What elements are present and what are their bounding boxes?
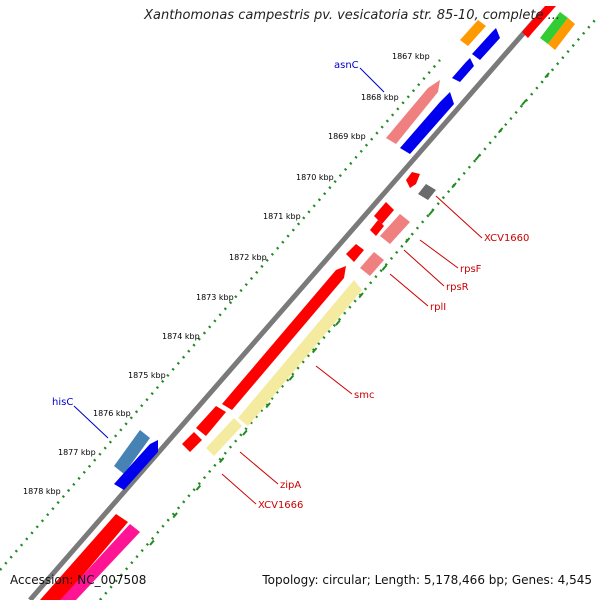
gene-feature[interactable] <box>400 92 454 154</box>
gene-feature[interactable] <box>380 214 410 244</box>
map-title: Xanthomonas campestris pv. vesicatoria s… <box>144 8 560 23</box>
gene-feature[interactable] <box>472 28 500 60</box>
gene-label-smc[interactable]: smc <box>354 390 374 401</box>
gene-label-XCV1666[interactable]: XCV1666 <box>258 500 303 511</box>
kbp-tick-label: 1873 kbp <box>196 293 234 302</box>
rpsR-leader <box>403 249 445 287</box>
gene-feature[interactable] <box>360 252 384 276</box>
gene-feature[interactable] <box>452 58 474 82</box>
gene-feature[interactable] <box>370 220 384 236</box>
XCV1666-leader <box>221 473 257 505</box>
gene-feature[interactable] <box>460 20 486 46</box>
gene-label-XCV1660[interactable]: XCV1660 <box>484 233 529 244</box>
kbp-tick-label: 1867 kbp <box>392 52 430 61</box>
gene-feature[interactable] <box>114 440 158 490</box>
gene-feature[interactable] <box>196 406 226 436</box>
kbp-tick-label: 1878 kbp <box>23 487 61 496</box>
gene-feature[interactable] <box>548 18 575 50</box>
gene-feature[interactable] <box>418 184 436 200</box>
gene-feature[interactable] <box>386 80 440 144</box>
kbp-tick-label: 1868 kbp <box>361 93 399 102</box>
gene-features <box>40 6 575 600</box>
gene-feature[interactable] <box>346 244 364 262</box>
kbp-tick-label: 1869 kbp <box>328 132 366 141</box>
gene-feature[interactable] <box>406 172 420 188</box>
gene-label-rpsF[interactable]: rpsF <box>460 264 482 275</box>
gene-labels: asnC hisC XCV1660 rpsF rpsR rplI smc zip… <box>52 60 529 511</box>
kbp-scale: 1867 kbp 1868 kbp 1869 kbp 1870 kbp 1871… <box>23 52 430 496</box>
gene-feature[interactable] <box>540 12 568 44</box>
hisC-leader <box>73 405 109 439</box>
kbp-tick-label: 1871 kbp <box>263 212 301 221</box>
kbp-tick-label: 1870 kbp <box>296 173 334 182</box>
gene-feature[interactable] <box>182 432 202 452</box>
kbp-tick-label: 1874 kbp <box>162 332 200 341</box>
kbp-tick-label: 1876 kbp <box>93 409 131 418</box>
gene-feature[interactable] <box>206 418 242 456</box>
gene-label-asnC[interactable]: asnC <box>334 60 359 71</box>
kbp-tick-label: 1875 kbp <box>128 371 166 380</box>
label-leaders <box>73 67 483 505</box>
smc-leader <box>315 365 353 395</box>
rplI-leader <box>389 273 429 307</box>
inner-dotted-track <box>99 19 596 600</box>
genome-backbone <box>28 18 537 600</box>
accession-label: Accession: NC_007508 <box>10 573 147 587</box>
gene-feature[interactable] <box>522 6 556 38</box>
XCV1660-leader <box>435 195 483 239</box>
gene-feature[interactable] <box>374 202 394 224</box>
gene-feature[interactable] <box>238 280 362 426</box>
rpsF-leader <box>419 239 459 269</box>
gene-feature[interactable] <box>114 430 150 474</box>
gene-feature[interactable] <box>40 514 128 600</box>
gene-feature[interactable] <box>222 266 346 410</box>
asnC-leader <box>359 67 385 93</box>
kbp-tick-label: 1872 kbp <box>229 253 267 262</box>
genome-summary: Topology: circular; Length: 5,178,466 bp… <box>262 573 592 587</box>
outer-dotted-track <box>0 59 441 571</box>
kbp-tick-label: 1877 kbp <box>58 448 96 457</box>
zipA-leader <box>239 451 279 485</box>
gene-feature[interactable] <box>60 524 140 600</box>
gene-label-rpsR[interactable]: rpsR <box>446 282 469 293</box>
gene-label-zipA[interactable]: zipA <box>280 480 301 491</box>
gene-label-rplI[interactable]: rplI <box>430 302 446 313</box>
gene-label-hisC[interactable]: hisC <box>52 397 73 408</box>
